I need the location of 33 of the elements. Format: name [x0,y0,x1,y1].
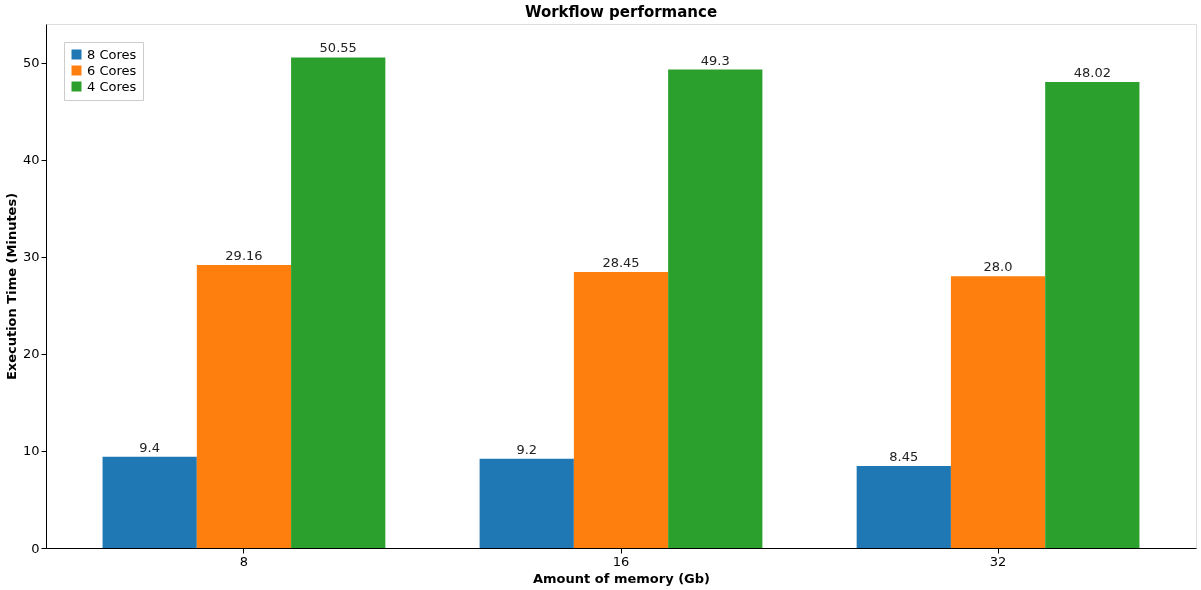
bar [950,276,1046,548]
y-tick-label: 0 [31,540,40,556]
y-tick-label: 30 [22,249,40,265]
x-tick-label: 16 [612,553,630,569]
bar [479,458,574,548]
data-label: 9.4 [139,439,161,455]
data-label: 50.55 [319,40,357,56]
chart-title: Workflow performance [524,3,718,21]
y-axis-title: Execution Time (Minutes) [3,192,19,381]
legend-label: 4 Cores [87,78,137,94]
data-label: 48.02 [1073,65,1111,81]
y-tick-label: 40 [22,152,40,168]
data-label: 29.16 [225,248,263,264]
data-label: 9.2 [516,441,538,457]
data-label: 49.3 [700,52,730,68]
x-axis-title: Amount of memory (Gb) [532,570,711,586]
data-label: 8.45 [889,449,919,464]
bar [291,57,386,548]
y-tick-label: 50 [22,55,40,71]
bar [196,265,292,548]
x-tick-label: 8 [239,553,249,569]
bar [102,456,197,548]
bar [856,466,951,548]
y-tick-label: 10 [22,443,40,459]
bar [668,69,763,548]
y-tick-label: 20 [22,346,40,362]
bar [1045,82,1140,548]
bar [573,271,669,548]
legend-label: 6 Cores [87,62,137,78]
data-label: 28.0 [983,259,1013,275]
x-tick-label: 32 [989,553,1007,569]
legend-label: 8 Cores [87,46,137,62]
data-label: 28.45 [602,254,640,270]
